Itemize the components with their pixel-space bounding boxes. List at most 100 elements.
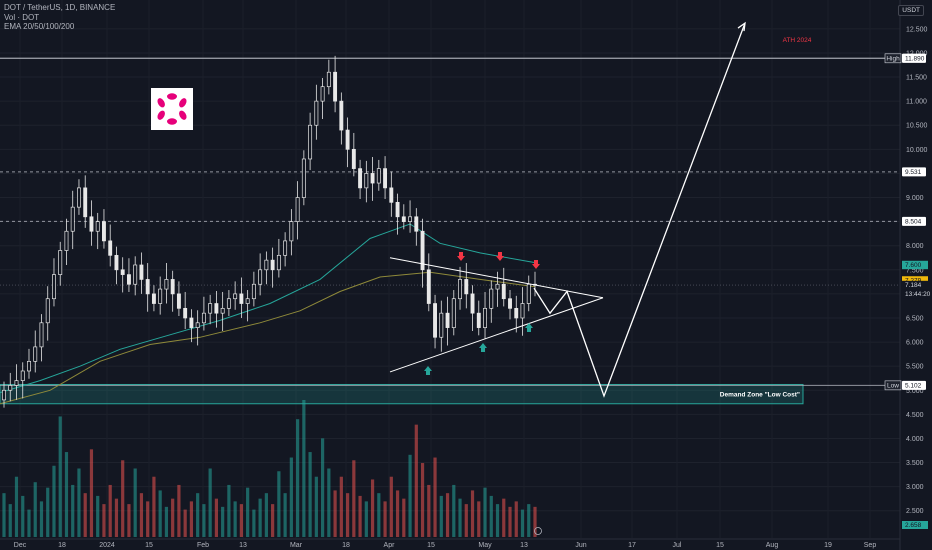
volume-bars <box>2 400 537 537</box>
candle-body <box>170 279 175 295</box>
level-tag <box>902 380 926 390</box>
candle-body <box>364 173 369 189</box>
volume-bar <box>289 457 293 537</box>
volume-bar <box>202 504 206 537</box>
volume-bar <box>27 509 31 537</box>
signal-arrows <box>424 252 542 535</box>
volume-bar <box>264 493 268 537</box>
trend-drawings[interactable] <box>389 21 746 398</box>
down-arrow-icon <box>496 252 504 261</box>
x-tick-label: Dec <box>14 542 27 549</box>
candle-body <box>176 293 181 309</box>
x-tick-label: Aug <box>766 542 779 549</box>
up-arrow-icon <box>525 323 533 332</box>
volume-bar <box>152 476 156 537</box>
time-axis[interactable]: Dec 18 2024 15 Feb 13 Mar 18 Apr 15 May 13 Jun 17 Jul 1… <box>0 538 900 549</box>
volume-bar <box>108 484 112 537</box>
candle-body <box>220 307 225 314</box>
candle-body <box>389 187 394 203</box>
candle-body <box>70 206 75 232</box>
volume-bar <box>477 501 481 537</box>
candle-body <box>83 187 88 218</box>
volume-bar <box>227 484 231 537</box>
candle-body <box>95 221 100 232</box>
candle-body <box>164 279 169 290</box>
level-tag <box>902 216 926 226</box>
candle-body <box>433 303 437 338</box>
candle-body <box>52 274 56 300</box>
x-tick-label: 18 <box>58 542 66 549</box>
currency-button[interactable]: USDT <box>898 5 924 16</box>
chart-legend: DOT / TetherUS, 1D, BINANCE Vol · DOT EM… <box>4 3 115 32</box>
candle-body <box>333 71 338 102</box>
volume-bar <box>233 501 237 537</box>
candle-body <box>145 279 150 295</box>
x-tick-label: Jun <box>575 542 586 549</box>
y-tick-label: 11.000 <box>906 99 927 106</box>
volume-bar <box>333 490 337 537</box>
volume-bar <box>439 495 443 537</box>
legend-ema[interactable]: EMA 20/50/100/200 <box>4 22 75 31</box>
candle-body <box>39 322 44 348</box>
level-name-tag <box>884 53 902 64</box>
candle-body <box>308 124 313 160</box>
volume-bar <box>458 498 462 537</box>
legend-symbol[interactable]: DOT / TetherUS, 1D, BINANCE <box>4 3 116 12</box>
volume-bar <box>89 449 94 537</box>
volume-bar <box>358 495 362 537</box>
y-tick-label: 6.500 <box>906 315 924 322</box>
y-tick-label: 10.500 <box>906 123 928 130</box>
volume-bar <box>77 468 81 537</box>
triangle-lower-line <box>389 297 604 373</box>
candle-body <box>526 283 531 304</box>
volume-bar <box>364 501 368 537</box>
volume-bar <box>314 476 318 537</box>
candle-body <box>376 168 381 184</box>
x-tick-label: 15 <box>145 542 153 549</box>
level-tag-value: 8.504 <box>905 219 922 226</box>
y-tick-label: 2.500 <box>906 508 924 515</box>
volume-bar <box>452 484 456 537</box>
legend-volume[interactable]: Vol · DOT <box>4 12 40 22</box>
candlesticks <box>2 55 537 408</box>
candle-body <box>489 288 494 309</box>
level-name: Low <box>887 383 899 390</box>
y-tick-label: 6.000 <box>906 340 924 347</box>
level-name: High <box>886 56 900 63</box>
candle-body <box>295 197 300 222</box>
volume-bar <box>214 498 218 537</box>
volume-bar <box>483 487 487 537</box>
volume-bar <box>133 468 137 537</box>
volume-bar <box>71 484 75 537</box>
candle-body <box>470 293 475 314</box>
candle-body <box>270 259 275 271</box>
ema-olive-line <box>0 271 536 405</box>
candle-body <box>126 274 131 285</box>
volume-bar <box>64 452 69 537</box>
candle-body <box>108 240 113 256</box>
volume-bar <box>470 490 475 537</box>
candle-body <box>102 221 106 242</box>
volume-bar <box>14 476 19 537</box>
y-tick-label: 5.000 <box>906 388 924 395</box>
candle-body <box>233 293 238 300</box>
volume-bar <box>402 498 406 537</box>
candle-body <box>501 283 506 300</box>
candle-body <box>458 279 462 300</box>
volume-bar <box>196 493 200 537</box>
volume-bar <box>183 509 187 537</box>
volume-bar <box>46 487 50 537</box>
y-tick-label: 9.000 <box>906 195 924 202</box>
candle-body <box>245 298 250 304</box>
volume-bar <box>339 476 343 537</box>
volume-bar <box>171 498 175 537</box>
y-tick-label: 8.000 <box>906 243 924 250</box>
volume-bar <box>345 493 350 537</box>
volume-bar <box>121 460 125 537</box>
candle-body <box>383 168 388 189</box>
volume-bar <box>533 506 537 537</box>
x-tick-label: 19 <box>824 542 832 549</box>
price-axis[interactable]: 12.50012.00011.50011.00010.50010.0009.50… <box>884 0 932 550</box>
price-tag-value: 13:44:20 <box>905 291 931 298</box>
